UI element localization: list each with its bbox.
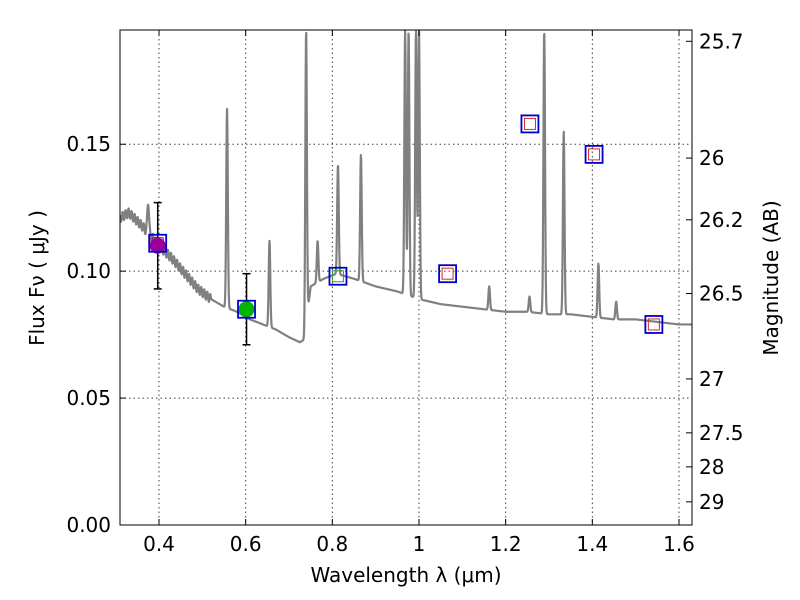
x-tick-label: 0.4 — [143, 532, 175, 556]
x-tick-label: 0.8 — [316, 532, 348, 556]
right-tick-label: 27 — [699, 367, 724, 391]
x-axis-label: Wavelength λ (μm) — [310, 563, 501, 587]
y-tick-label: 0.05 — [66, 386, 111, 410]
right-tick-label: 26.5 — [699, 281, 744, 305]
y-axis-label: Flux Fν ( μJy ) — [25, 210, 49, 346]
model-photometry-box — [644, 315, 664, 334]
model-photometry-box — [584, 144, 604, 164]
y-tick-label: 0.15 — [66, 132, 111, 156]
x-tick-label: 1.6 — [663, 532, 695, 556]
observed-point — [238, 301, 255, 318]
model-photometry-inner — [151, 237, 164, 250]
observed-point — [149, 237, 166, 254]
right-tick-label: 26 — [699, 146, 724, 170]
model-photometry-box — [520, 114, 540, 134]
right-tick-label: 28 — [699, 455, 724, 479]
model-photometry-inner — [331, 270, 344, 283]
y-tick-label: 0.00 — [66, 513, 111, 537]
axis-ticks: 0.4 0.6 0.8 1 1.2 1.4 1.6 0.00 0.05 0.10 0.15 25.7 2… — [66, 29, 743, 556]
model-photometry-inner — [588, 148, 601, 161]
x-tick-label: 1.4 — [576, 532, 608, 556]
model-photometry-box — [438, 264, 458, 284]
x-tick-label: 1.2 — [490, 532, 522, 556]
model-photometry-inner — [647, 318, 660, 331]
x-tick-label: 0.6 — [230, 532, 262, 556]
spectrum-line — [120, 30, 692, 344]
y-tick-label: 0.10 — [66, 259, 111, 283]
right-tick-label: 29 — [699, 490, 724, 514]
model-photometry-box — [148, 233, 168, 253]
model-photometry-inner — [240, 303, 253, 316]
right-tick-label: 26.2 — [699, 208, 744, 232]
plot-frame — [119, 29, 693, 526]
model-photometry-inner — [441, 267, 454, 280]
right-tick-label: 27.5 — [699, 421, 744, 445]
right-axis-label: Magnitude (AB) — [759, 200, 783, 355]
right-tick-label: 25.7 — [699, 29, 744, 53]
photometry-points — [148, 114, 664, 346]
model-photometry-inner — [523, 117, 536, 130]
x-tick-label: 1 — [413, 532, 426, 556]
model-photometry-box — [328, 266, 348, 286]
spectrum-series — [120, 30, 692, 344]
model-photometry-box — [237, 299, 256, 319]
